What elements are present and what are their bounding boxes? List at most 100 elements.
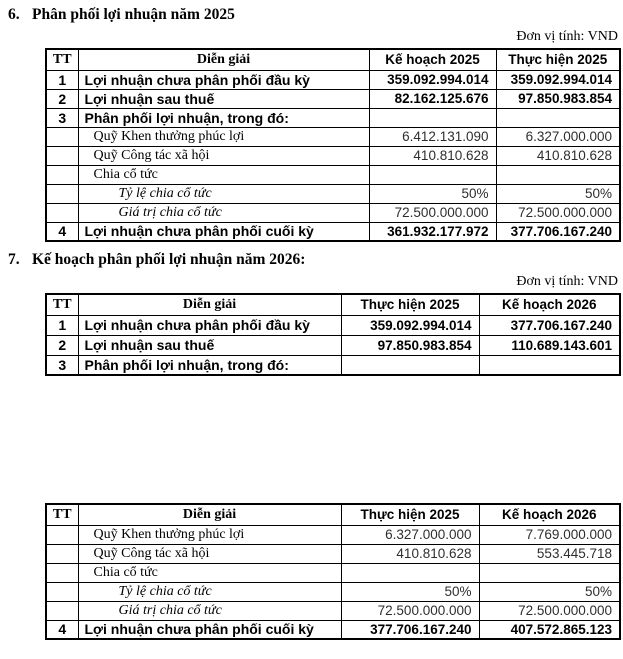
- row-value-2: 6.327.000.000: [495, 126, 621, 147]
- col-header-actual-2025: Thực hiện 2025: [495, 48, 621, 71]
- row-number: 1: [45, 69, 79, 90]
- row-value-2: 553.445.718: [478, 543, 621, 564]
- section7-number: 7.: [8, 251, 20, 268]
- row-label: Lợi nhuận chưa phân phối đầu kỳ: [77, 314, 342, 336]
- col-header-description: Diễn giải: [77, 48, 370, 71]
- row-value-2: 377.706.167.240: [478, 314, 621, 336]
- col-header-tt: TT: [45, 48, 79, 71]
- row-label: Lợi nhuận chưa phân phối đầu kỳ: [77, 69, 370, 90]
- row-value-2: 410.810.628: [495, 145, 621, 166]
- table-row: 1 Lợi nhuận chưa phân phối đầu kỳ 359.09…: [45, 314, 621, 336]
- row-number: [45, 164, 79, 185]
- row-number: [45, 600, 79, 621]
- profit-distribution-2025-table: TT Diễn giải Kế hoạch 2025 Thực hiện 202…: [45, 48, 621, 242]
- row-label: Lợi nhuận chưa phân phối cuối kỳ: [77, 221, 370, 242]
- row-value-1: 6.327.000.000: [340, 524, 480, 545]
- table-row: Tỷ lệ chia cổ tức 50% 50%: [45, 581, 621, 602]
- section6-heading: 6. Phân phối lợi nhuận năm 2025: [0, 5, 623, 24]
- table-row: Quỹ Công tác xã hội 410.810.628 553.445.…: [45, 543, 621, 564]
- col-header-tt: TT: [45, 503, 79, 526]
- row-value-1: [340, 354, 480, 376]
- table-row: Giá trị chia cổ tức 72.500.000.000 72.50…: [45, 202, 621, 223]
- row-number: 1: [45, 314, 79, 336]
- row-number: 4: [45, 221, 79, 242]
- row-label: Lợi nhuận sau thuế: [77, 88, 370, 109]
- table-row: 4 Lợi nhuận chưa phân phối cuối kỳ 377.7…: [45, 619, 621, 640]
- row-value-2: 407.572.865.123: [478, 619, 621, 640]
- page-break-gap: [0, 376, 623, 503]
- table-row: Chia cổ tức: [45, 164, 621, 185]
- row-label: Lợi nhuận chưa phân phối cuối kỳ: [77, 619, 342, 640]
- row-number: 3: [45, 354, 79, 376]
- table-header-row: TT Diễn giải Thực hiện 2025 Kế hoạch 202…: [45, 293, 621, 316]
- row-value-1: 72.500.000.000: [368, 202, 497, 223]
- row-label: Quỹ Công tác xã hội: [77, 145, 370, 166]
- row-value-2: [495, 107, 621, 128]
- row-label: Quỹ Công tác xã hội: [77, 543, 342, 564]
- row-number: [45, 202, 79, 223]
- row-value-2: 110.689.143.601: [478, 334, 621, 356]
- row-value-1: [340, 562, 480, 583]
- row-label: Tỷ lệ chia cổ tức: [77, 183, 370, 204]
- table-row: 1 Lợi nhuận chưa phân phối đầu kỳ 359.09…: [45, 69, 621, 90]
- row-number: 2: [45, 334, 79, 356]
- section6-title: Phân phối lợi nhuận năm 2025: [32, 6, 235, 23]
- profit-plan-2026-table: TT Diễn giải Thực hiện 2025 Kế hoạch 202…: [45, 293, 621, 376]
- row-label: Giá trị chia cổ tức: [77, 202, 370, 223]
- table-row: Chia cổ tức: [45, 562, 621, 583]
- section6-number: 6.: [8, 6, 20, 23]
- row-number: [45, 524, 79, 545]
- row-value-1: 377.706.167.240: [340, 619, 480, 640]
- row-value-2: 50%: [478, 581, 621, 602]
- row-value-2: [495, 164, 621, 185]
- col-header-description: Diễn giải: [77, 503, 342, 526]
- table-row: Quỹ Khen thưởng phúc lợi 6.327.000.000 7…: [45, 524, 621, 545]
- table-row: Quỹ Khen thưởng phúc lợi 6.412.131.090 6…: [45, 126, 621, 147]
- table-row: 2 Lợi nhuận sau thuế 97.850.983.854 110.…: [45, 334, 621, 356]
- row-value-2: 97.850.983.854: [495, 88, 621, 109]
- row-number: [45, 543, 79, 564]
- row-label: Giá trị chia cổ tức: [77, 600, 342, 621]
- col-header-plan-2026: Kế hoạch 2026: [478, 293, 621, 316]
- row-number: 2: [45, 88, 79, 109]
- row-value-1: 359.092.994.014: [340, 314, 480, 336]
- row-number: [45, 183, 79, 204]
- table-row: Tỷ lệ chia cổ tức 50% 50%: [45, 183, 621, 204]
- row-value-1: 410.810.628: [368, 145, 497, 166]
- row-label: Chia cổ tức: [77, 562, 342, 583]
- row-label: Chia cổ tức: [77, 164, 370, 185]
- unit-label-1: Đơn vị tính: VND: [516, 29, 618, 44]
- table-row: Quỹ Công tác xã hội 410.810.628 410.810.…: [45, 145, 621, 166]
- table-row: 3 Phân phối lợi nhuận, trong đó:: [45, 107, 621, 128]
- row-value-2: 359.092.994.014: [495, 69, 621, 90]
- col-header-actual-2025: Thực hiện 2025: [340, 293, 480, 316]
- row-number: 3: [45, 107, 79, 128]
- table-row: Giá trị chia cổ tức 72.500.000.000 72.50…: [45, 600, 621, 621]
- row-number: 4: [45, 619, 79, 640]
- row-value-1: 359.092.994.014: [368, 69, 497, 90]
- row-value-1: 50%: [340, 581, 480, 602]
- row-value-1: 82.162.125.676: [368, 88, 497, 109]
- section7-heading: 7. Kế hoạch phân phối lợi nhuận năm 2026:: [0, 250, 623, 269]
- row-value-1: 6.412.131.090: [368, 126, 497, 147]
- row-value-1: [368, 107, 497, 128]
- col-header-description: Diễn giải: [77, 293, 342, 316]
- row-value-1: [368, 164, 497, 185]
- row-value-1: 410.810.628: [340, 543, 480, 564]
- row-label: Quỹ Khen thưởng phúc lợi: [77, 524, 342, 545]
- row-label: Lợi nhuận sau thuế: [77, 334, 342, 356]
- row-value-2: 7.769.000.000: [478, 524, 621, 545]
- row-label: Phân phối lợi nhuận, trong đó:: [77, 107, 370, 128]
- section7-title: Kế hoạch phân phối lợi nhuận năm 2026:: [32, 251, 306, 268]
- row-value-2: [478, 562, 621, 583]
- col-header-tt: TT: [45, 293, 79, 316]
- row-value-1: 97.850.983.854: [340, 334, 480, 356]
- row-value-2: 50%: [495, 183, 621, 204]
- row-value-1: 72.500.000.000: [340, 600, 480, 621]
- row-value-2: 377.706.167.240: [495, 221, 621, 242]
- row-number: [45, 126, 79, 147]
- table-row: 2 Lợi nhuận sau thuế 82.162.125.676 97.8…: [45, 88, 621, 109]
- row-label: Tỷ lệ chia cổ tức: [77, 581, 342, 602]
- row-value-2: [478, 354, 621, 376]
- row-label: Phân phối lợi nhuận, trong đó:: [77, 354, 342, 376]
